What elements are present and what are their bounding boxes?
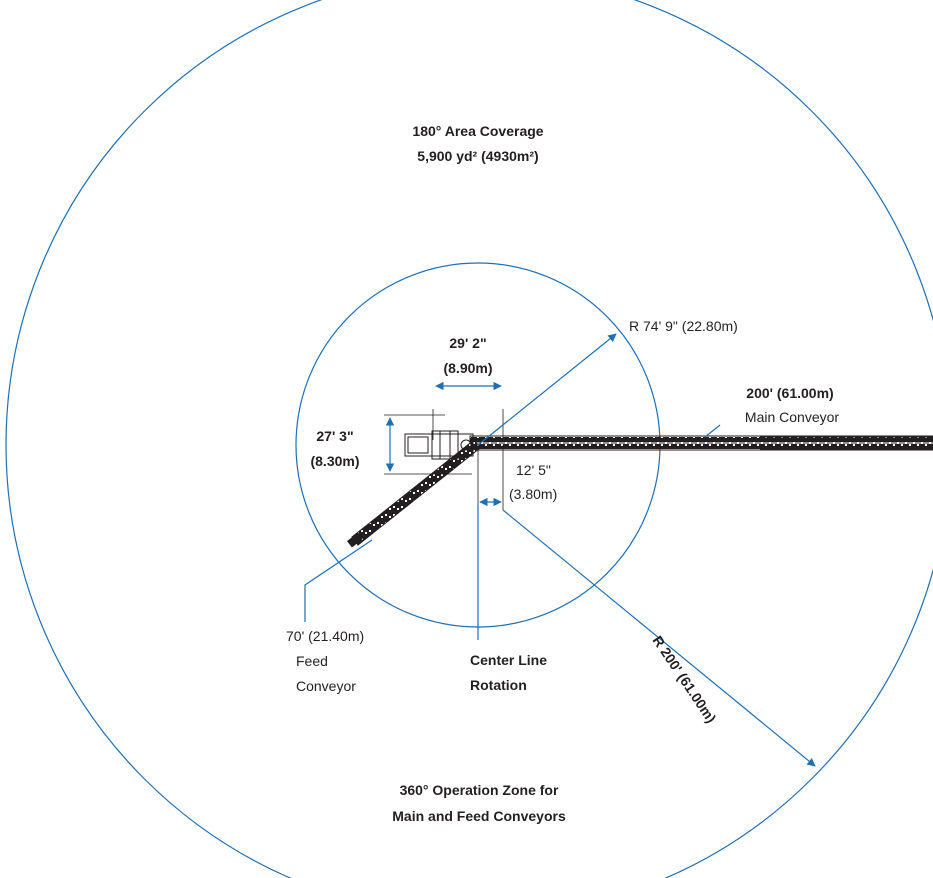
- feed-conveyor-length-label: 70' (21.40m): [286, 628, 364, 644]
- center-line-label-1: Center Line: [470, 652, 547, 668]
- plant-body: [404, 430, 474, 460]
- main-conveyor-leader: [704, 424, 721, 438]
- operation-zone-subtitle: Main and Feed Conveyors: [392, 808, 566, 824]
- outer-operation-zone-circle: [5, 0, 933, 878]
- center-line-label-2: Rotation: [470, 677, 527, 693]
- area-coverage-value: 5,900 yd² (4930m²): [417, 148, 538, 164]
- inner-radius-arrow: [477, 333, 617, 446]
- width-ft-label: 29' 2": [449, 335, 486, 351]
- main-conveyor-length-label: 200' (61.00m): [746, 385, 833, 401]
- width-m-label: (8.90m): [443, 360, 492, 376]
- height-m-label: (8.30m): [310, 453, 359, 469]
- operation-zone-title: 360° Operation Zone for: [400, 782, 559, 798]
- height-ft-label: 27' 3": [316, 428, 353, 444]
- feed-conveyor: [347, 439, 481, 548]
- main-conveyor: [469, 435, 933, 451]
- witness-lines: [384, 409, 504, 510]
- offset-m-label: (3.80m): [509, 486, 557, 502]
- offset-ft-label: 12' 5": [516, 462, 551, 478]
- outer-radius-arrow: [502, 509, 816, 767]
- area-coverage-title: 180° Area Coverage: [412, 123, 543, 139]
- inner-radius-label: R 74' 9" (22.80m): [629, 318, 738, 334]
- feed-conveyor-name-label-2: Conveyor: [296, 678, 356, 694]
- feed-conveyor-name-label-1: Feed: [296, 653, 328, 669]
- feed-conveyor-leader: [304, 539, 373, 622]
- main-conveyor-name-label: Main Conveyor: [745, 409, 839, 425]
